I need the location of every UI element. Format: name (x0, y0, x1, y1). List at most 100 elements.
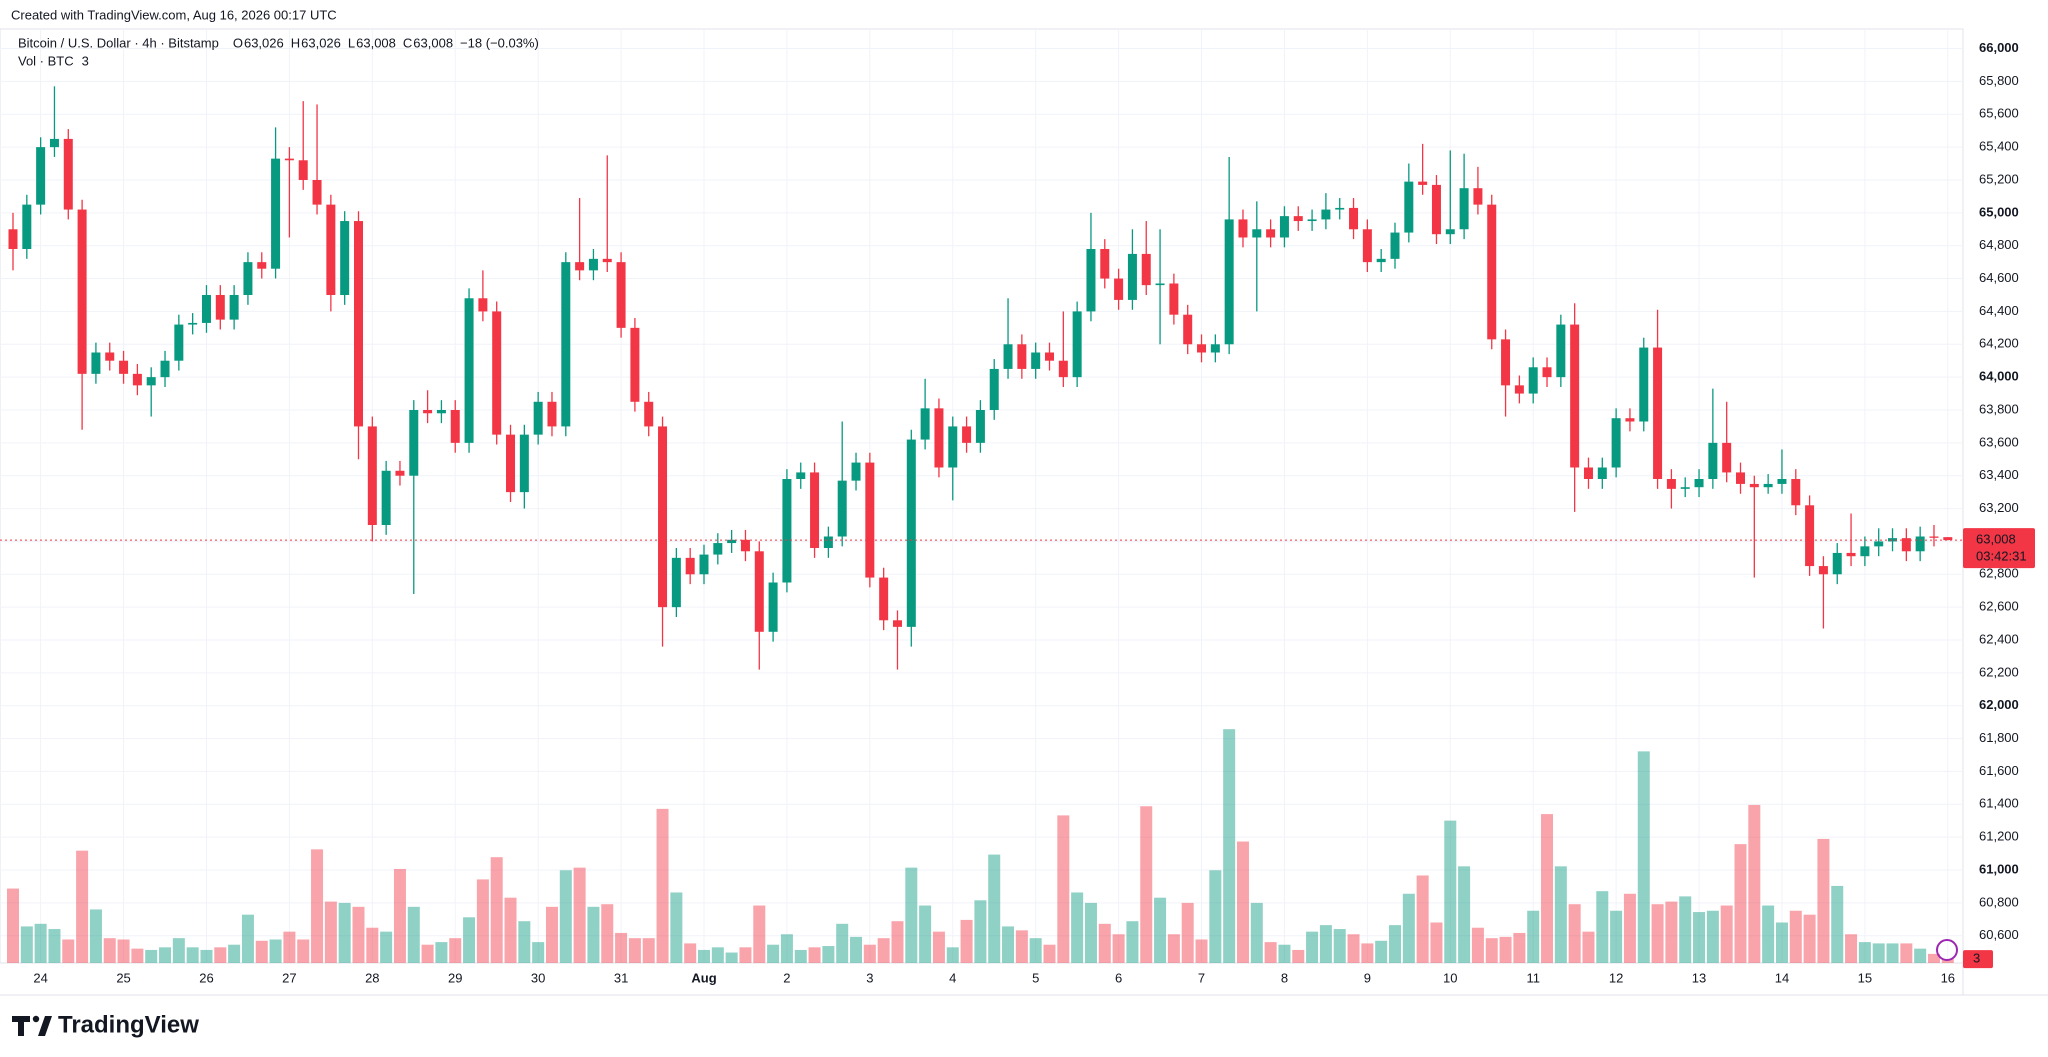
volume-bar (435, 942, 448, 963)
y-tick-label: 61,600 (1979, 763, 2019, 778)
candle-body (146, 377, 156, 386)
volume-bar (117, 939, 130, 963)
logo-mark (38, 1016, 52, 1036)
logo: TradingView (12, 1011, 199, 1038)
volume-bar (615, 932, 628, 963)
volume-bar (1195, 939, 1208, 963)
candle-body (1210, 344, 1220, 353)
x-tick-label: Aug (691, 970, 716, 985)
candle-body (1321, 209, 1331, 220)
candle-body (1335, 207, 1345, 210)
candle-body (1431, 184, 1441, 235)
candle-body (1501, 339, 1511, 386)
volume-bar (1416, 875, 1429, 963)
volume-bar (1361, 943, 1374, 963)
volume-bar (808, 947, 821, 963)
volume-bar (1610, 910, 1623, 963)
x-tick-label: 15 (1858, 970, 1872, 985)
volume-bar (1789, 910, 1802, 963)
volume-bar (1015, 930, 1028, 963)
y-tick-label: 65,400 (1979, 139, 2019, 154)
candle-body (851, 462, 861, 481)
candle-body (1846, 552, 1856, 557)
volume-bar (1154, 897, 1167, 963)
candle-body (1058, 360, 1068, 378)
candle-body (1376, 258, 1386, 263)
volume-bar (545, 906, 558, 963)
candle-body (77, 209, 87, 374)
volume-bar (974, 900, 987, 963)
volume-bar (1886, 943, 1899, 963)
x-tick-label: 26 (199, 970, 213, 985)
volume-bar (1762, 905, 1775, 963)
y-tick-label: 64,600 (1979, 270, 2019, 285)
volume-bar (255, 940, 268, 963)
legend-volume: 3 (82, 53, 89, 68)
volume-bar (241, 914, 254, 963)
candle-body (975, 409, 985, 443)
volume-bar (739, 947, 752, 963)
candle-body (1708, 442, 1718, 479)
x-tick-label: 29 (448, 970, 462, 985)
candle-body (1556, 324, 1566, 378)
volume-bar (214, 947, 227, 963)
candle-body (630, 327, 640, 402)
legend-key: O (233, 35, 243, 50)
candle-body (1473, 188, 1483, 205)
x-tick-label: 27 (282, 970, 296, 985)
axes: 60,600 60,800 61,000 61,200 61,400 61,600 61,8… (0, 40, 2035, 985)
candle-body (8, 229, 18, 249)
candle-body (1915, 536, 1925, 552)
volume-bar (877, 938, 890, 963)
y-tick-label: 62,800 (1979, 566, 2019, 581)
alert-icon[interactable] (1936, 939, 1958, 961)
y-tick-label: 60,800 (1979, 894, 2019, 909)
volume-bar (919, 905, 932, 963)
volume-bar (1112, 934, 1125, 963)
candle-body (464, 298, 474, 443)
volume-bar (656, 808, 669, 963)
y-tick-label: 62,000 (1979, 697, 2019, 712)
candle-body (575, 262, 585, 271)
logo-text: TradingView (58, 1011, 199, 1038)
candle-body (354, 221, 363, 427)
volume-bar (1637, 751, 1650, 963)
y-tick-label: 64,400 (1979, 303, 2019, 318)
volume-bar (1389, 925, 1401, 963)
y-tick-label: 61,200 (1979, 829, 2019, 844)
candle-body (1197, 344, 1207, 353)
volume-bar (338, 902, 351, 963)
x-tick-label: 16 (1941, 970, 1955, 985)
x-tick-label: 5 (1032, 970, 1039, 985)
legend-value: 63,026 (244, 35, 284, 50)
candle-body (1487, 204, 1497, 340)
volume-bar (1223, 729, 1236, 963)
y-tick-label: 63,600 (1979, 434, 2019, 449)
logo-mark (32, 1015, 40, 1023)
candle-body (920, 408, 930, 440)
volume-bar (1264, 942, 1277, 963)
volume-bar (200, 949, 213, 963)
candle-body (1653, 347, 1663, 479)
volume-bar (1706, 910, 1719, 963)
candle-body (782, 478, 792, 583)
volume-bar (1817, 838, 1830, 963)
volume-bar (960, 919, 973, 963)
volume-bar (850, 936, 863, 963)
candle-body (436, 409, 446, 414)
volume-bar (449, 938, 462, 963)
candle-body (340, 221, 350, 295)
candle-body (243, 262, 253, 295)
candle-body (837, 480, 847, 537)
volume-bar (103, 938, 116, 963)
volume-bar (1485, 938, 1498, 963)
volume-bar (131, 948, 144, 963)
volume-bar (1057, 815, 1070, 963)
volume-bar (172, 938, 185, 963)
candle-body (1141, 253, 1151, 286)
volume-bar (1734, 844, 1747, 963)
volume-bar (1803, 914, 1816, 963)
volume-bar (1845, 934, 1858, 963)
candle-body (1860, 546, 1870, 557)
